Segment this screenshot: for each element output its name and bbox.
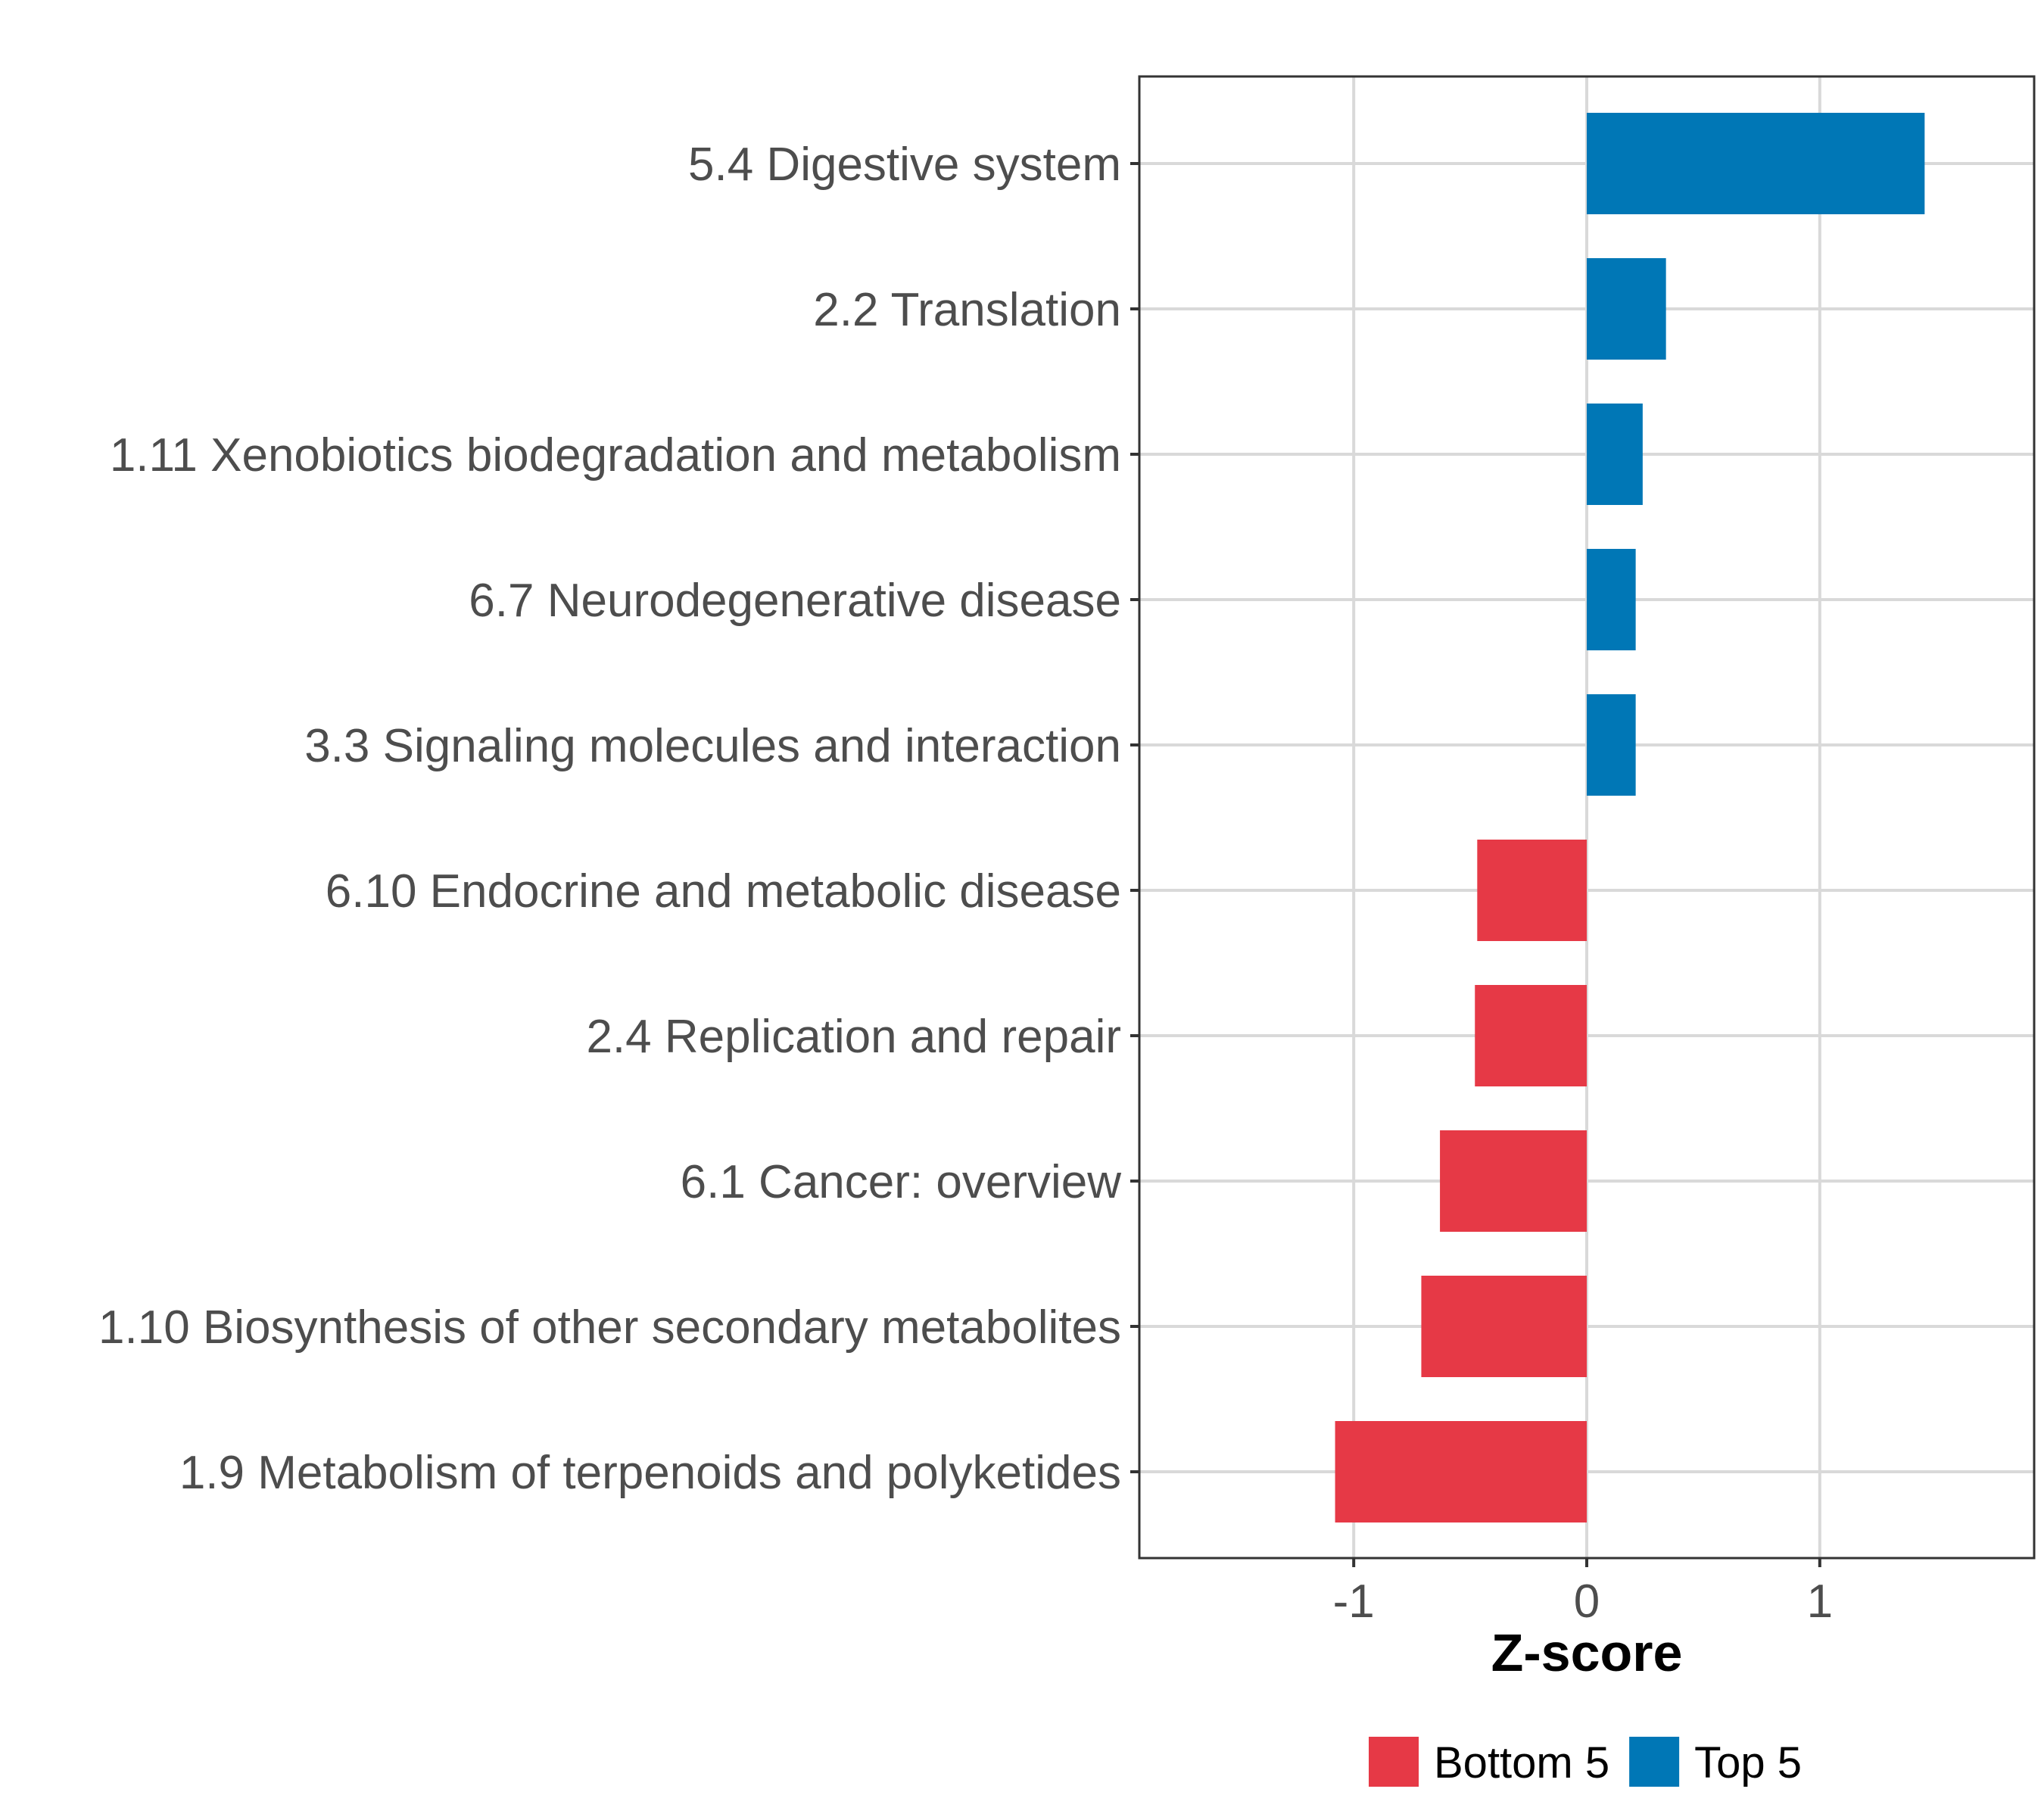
y-tick-label: 1.11 Xenobiotics biodegradation and meta… (110, 429, 1121, 482)
legend-label-1: Bottom 5 (1434, 1738, 1609, 1787)
legend-label-2: Top 5 (1694, 1738, 1802, 1787)
y-tick-label: 6.7 Neurodegenerative disease (469, 575, 1121, 627)
y-tick-label: 2.2 Translation (813, 284, 1121, 336)
bar-8 (1440, 1130, 1587, 1232)
y-tick-label: 6.1 Cancer: overview (681, 1156, 1122, 1208)
y-tick-label: 1.10 Biosynthesis of other secondary met… (98, 1301, 1121, 1354)
bar-7 (1475, 985, 1587, 1086)
bar-6 (1477, 840, 1587, 941)
bar-1 (1587, 113, 1925, 214)
y-axis: 5.4 Digestive system 2.2 Translation 1.11 … (98, 139, 1139, 1499)
legend-key-2 (1629, 1737, 1680, 1787)
x-tick-label: 1 (1807, 1575, 1833, 1628)
x-axis-title: Z-score (1491, 1623, 1683, 1682)
legend-key-1 (1369, 1737, 1419, 1787)
x-tick-label: -1 (1333, 1575, 1375, 1628)
y-tick-label: 2.4 Replication and repair (586, 1011, 1121, 1063)
bar-3 (1587, 404, 1643, 505)
x-axis: -1 0 1 (1333, 1558, 1833, 1628)
bars (1138, 75, 2036, 1560)
y-tick-label: 3.3 Signaling molecules and interaction (304, 720, 1121, 772)
y-tick-label: 1.9 Metabolism of terpenoids and polyket… (179, 1447, 1121, 1499)
bar-2 (1587, 258, 1666, 360)
legend: Bottom 5 Top 5 (1369, 1737, 1802, 1787)
y-tick-label: 5.4 Digestive system (688, 139, 1121, 191)
bar-9 (1421, 1276, 1587, 1377)
x-tick-label: 0 (1574, 1575, 1600, 1628)
bar-5 (1587, 694, 1636, 796)
bar-10 (1335, 1421, 1587, 1522)
y-tick-label: 6.10 Endocrine and metabolic disease (326, 865, 1121, 918)
bar-4 (1587, 549, 1636, 650)
